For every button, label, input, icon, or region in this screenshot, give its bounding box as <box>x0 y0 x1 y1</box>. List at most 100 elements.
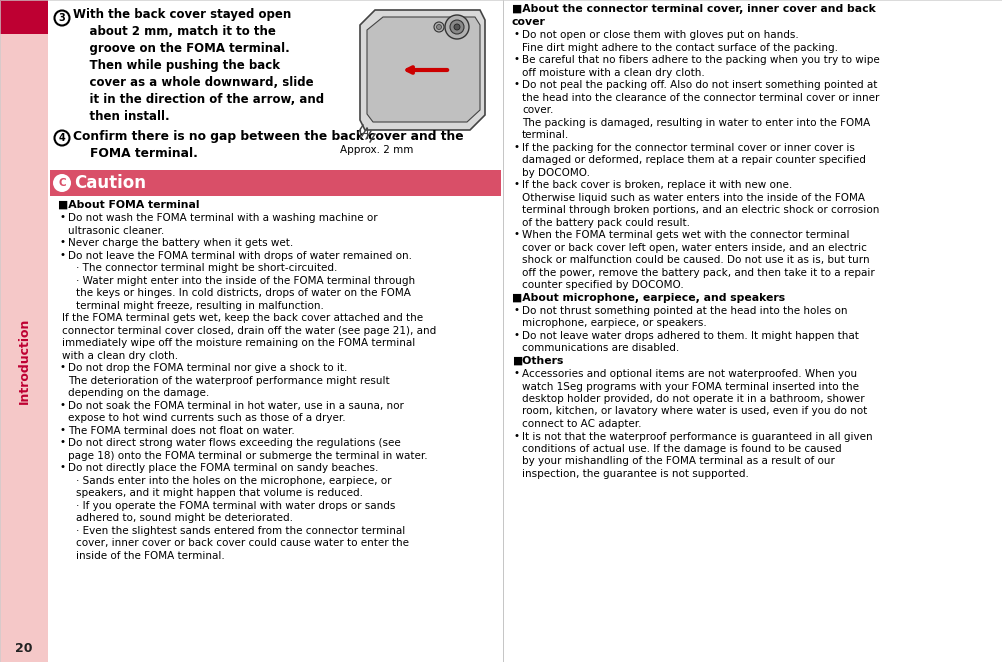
Text: Confirm there is no gap between the back cover and the
    FOMA terminal.: Confirm there is no gap between the back… <box>73 130 463 160</box>
Text: · If you operate the FOMA terminal with water drops or sands: · If you operate the FOMA terminal with … <box>76 500 395 510</box>
Text: •: • <box>513 305 519 315</box>
Text: When the FOMA terminal gets wet with the connector terminal: When the FOMA terminal gets wet with the… <box>521 230 849 240</box>
Text: depending on the damage.: depending on the damage. <box>68 388 209 398</box>
Bar <box>0 0 48 34</box>
Text: •: • <box>513 54 519 64</box>
Text: shock or malfunction could be caused. Do not use it as is, but turn: shock or malfunction could be caused. Do… <box>521 256 869 265</box>
Text: Caution: Caution <box>74 174 146 192</box>
Text: watch 1Seg programs with your FOMA terminal inserted into the: watch 1Seg programs with your FOMA termi… <box>521 381 858 391</box>
Text: terminal through broken portions, and an electric shock or corrosion: terminal through broken portions, and an… <box>521 205 879 215</box>
Text: Do not thrust something pointed at the head into the holes on: Do not thrust something pointed at the h… <box>521 306 847 316</box>
Text: It is not that the waterproof performance is guaranteed in all given: It is not that the waterproof performanc… <box>521 432 872 442</box>
Text: room, kitchen, or lavatory where water is used, even if you do not: room, kitchen, or lavatory where water i… <box>521 406 867 416</box>
Circle shape <box>445 15 469 39</box>
Text: cover or back cover left open, water enters inside, and an electric: cover or back cover left open, water ent… <box>521 243 866 253</box>
Text: 3: 3 <box>58 13 65 23</box>
Text: expose to hot wind currents such as those of a dryer.: expose to hot wind currents such as thos… <box>68 413 346 423</box>
Text: •: • <box>60 237 66 247</box>
Text: terminal.: terminal. <box>521 130 569 140</box>
Text: •: • <box>513 142 519 152</box>
Text: •: • <box>513 29 519 39</box>
Bar <box>0 0 48 662</box>
Text: Do not directly place the FOMA terminal on sandy beaches.: Do not directly place the FOMA terminal … <box>68 463 378 473</box>
Text: · Water might enter into the inside of the FOMA terminal through: · Water might enter into the inside of t… <box>76 275 415 285</box>
Text: With the back cover stayed open
    about 2 mm, match it to the
    groove on th: With the back cover stayed open about 2 … <box>73 8 324 123</box>
Text: desktop holder provided, do not operate it in a bathroom, shower: desktop holder provided, do not operate … <box>521 394 864 404</box>
Text: 4: 4 <box>58 133 65 143</box>
Text: Do not leave the FOMA terminal with drops of water remained on.: Do not leave the FOMA terminal with drop… <box>68 251 412 261</box>
Text: by DOCOMO.: by DOCOMO. <box>521 167 589 178</box>
Text: · Even the slightest sands entered from the connector terminal: · Even the slightest sands entered from … <box>76 526 405 536</box>
Text: •: • <box>60 213 66 222</box>
Text: ■About FOMA terminal: ■About FOMA terminal <box>58 200 199 210</box>
Text: •: • <box>513 330 519 340</box>
Circle shape <box>434 22 444 32</box>
Text: Do not direct strong water flows exceeding the regulations (see: Do not direct strong water flows exceedi… <box>68 438 401 448</box>
Text: The FOMA terminal does not float on water.: The FOMA terminal does not float on wate… <box>68 426 295 436</box>
Text: Do not soak the FOMA terminal in hot water, use in a sauna, nor: Do not soak the FOMA terminal in hot wat… <box>68 401 404 410</box>
Circle shape <box>454 24 460 30</box>
Text: The packing is damaged, resulting in water to enter into the FOMA: The packing is damaged, resulting in wat… <box>521 118 870 128</box>
Text: ultrasonic cleaner.: ultrasonic cleaner. <box>68 226 164 236</box>
Text: Introduction: Introduction <box>17 318 30 404</box>
Text: microphone, earpiece, or speakers.: microphone, earpiece, or speakers. <box>521 318 706 328</box>
Bar <box>50 170 501 196</box>
Text: cover, inner cover or back cover could cause water to enter the: cover, inner cover or back cover could c… <box>76 538 409 548</box>
Text: Otherwise liquid such as water enters into the inside of the FOMA: Otherwise liquid such as water enters in… <box>521 193 864 203</box>
Circle shape <box>450 20 464 34</box>
Text: Do not leave water drops adhered to them. It might happen that: Do not leave water drops adhered to them… <box>521 331 858 341</box>
Text: Approx. 2 mm: Approx. 2 mm <box>340 145 413 155</box>
Text: counter specified by DOCOMO.: counter specified by DOCOMO. <box>521 280 683 290</box>
Text: with a clean dry cloth.: with a clean dry cloth. <box>62 351 178 361</box>
Text: ■Others: ■Others <box>511 356 563 366</box>
Text: of the battery pack could result.: of the battery pack could result. <box>521 218 689 228</box>
Text: •: • <box>60 437 66 448</box>
Text: •: • <box>60 400 66 410</box>
Text: •: • <box>513 430 519 441</box>
Text: •: • <box>60 462 66 472</box>
Text: cover.: cover. <box>521 105 553 115</box>
Text: adhered to, sound might be deteriorated.: adhered to, sound might be deteriorated. <box>76 513 293 523</box>
Text: inside of the FOMA terminal.: inside of the FOMA terminal. <box>76 551 224 561</box>
Text: Do not peal the packing off. Also do not insert something pointed at: Do not peal the packing off. Also do not… <box>521 80 877 90</box>
Text: connect to AC adapter.: connect to AC adapter. <box>521 419 641 429</box>
Text: inspection, the guarantee is not supported.: inspection, the guarantee is not support… <box>521 469 748 479</box>
Text: •: • <box>60 425 66 435</box>
Text: Do not open or close them with gloves put on hands.: Do not open or close them with gloves pu… <box>521 30 798 40</box>
Circle shape <box>436 24 441 30</box>
Text: ■About microphone, earpiece, and speakers: ■About microphone, earpiece, and speaker… <box>511 293 785 303</box>
Text: 20: 20 <box>15 641 33 655</box>
Text: the keys or hinges. In cold districts, drops of water on the FOMA: the keys or hinges. In cold districts, d… <box>76 288 411 298</box>
Text: by your mishandling of the FOMA terminal as a result of our: by your mishandling of the FOMA terminal… <box>521 457 834 467</box>
Text: page 18) onto the FOMA terminal or submerge the terminal in water.: page 18) onto the FOMA terminal or subme… <box>68 451 427 461</box>
Text: damaged or deformed, replace them at a repair counter specified: damaged or deformed, replace them at a r… <box>521 156 865 166</box>
Text: the head into the clearance of the connector terminal cover or inner: the head into the clearance of the conne… <box>521 93 879 103</box>
Text: connector terminal cover closed, drain off the water (see page 21), and: connector terminal cover closed, drain o… <box>62 326 436 336</box>
Text: off the power, remove the battery pack, and then take it to a repair: off the power, remove the battery pack, … <box>521 267 874 278</box>
Text: · The connector terminal might be short-circuited.: · The connector terminal might be short-… <box>76 263 337 273</box>
Text: conditions of actual use. If the damage is found to be caused: conditions of actual use. If the damage … <box>521 444 841 454</box>
Text: Be careful that no fibers adhere to the packing when you try to wipe: Be careful that no fibers adhere to the … <box>521 55 879 66</box>
Text: terminal might freeze, resulting in malfunction.: terminal might freeze, resulting in malf… <box>76 301 324 310</box>
Text: •: • <box>513 79 519 89</box>
Text: cover: cover <box>511 17 545 27</box>
Text: communications are disabled.: communications are disabled. <box>521 344 678 354</box>
Text: Do not wash the FOMA terminal with a washing machine or: Do not wash the FOMA terminal with a was… <box>68 213 377 223</box>
Text: C: C <box>58 178 66 188</box>
Text: If the back cover is broken, replace it with new one.: If the back cover is broken, replace it … <box>521 180 792 190</box>
Text: off moisture with a clean dry cloth.: off moisture with a clean dry cloth. <box>521 68 704 77</box>
Text: •: • <box>513 368 519 378</box>
Text: Accessories and optional items are not waterproofed. When you: Accessories and optional items are not w… <box>521 369 857 379</box>
Circle shape <box>53 174 71 192</box>
Text: If the packing for the connector terminal cover or inner cover is: If the packing for the connector termina… <box>521 143 854 153</box>
Text: •: • <box>513 179 519 189</box>
Polygon shape <box>360 10 485 130</box>
Text: Fine dirt might adhere to the contact surface of the packing.: Fine dirt might adhere to the contact su… <box>521 43 837 53</box>
Text: Never charge the battery when it gets wet.: Never charge the battery when it gets we… <box>68 238 293 248</box>
Text: •: • <box>60 250 66 260</box>
Text: speakers, and it might happen that volume is reduced.: speakers, and it might happen that volum… <box>76 488 363 498</box>
Text: · Sands enter into the holes on the microphone, earpiece, or: · Sands enter into the holes on the micr… <box>76 475 391 486</box>
Text: The deterioration of the waterproof performance might result: The deterioration of the waterproof perf… <box>68 375 389 386</box>
Text: •: • <box>513 229 519 240</box>
Text: immediately wipe off the moisture remaining on the FOMA terminal: immediately wipe off the moisture remain… <box>62 338 415 348</box>
